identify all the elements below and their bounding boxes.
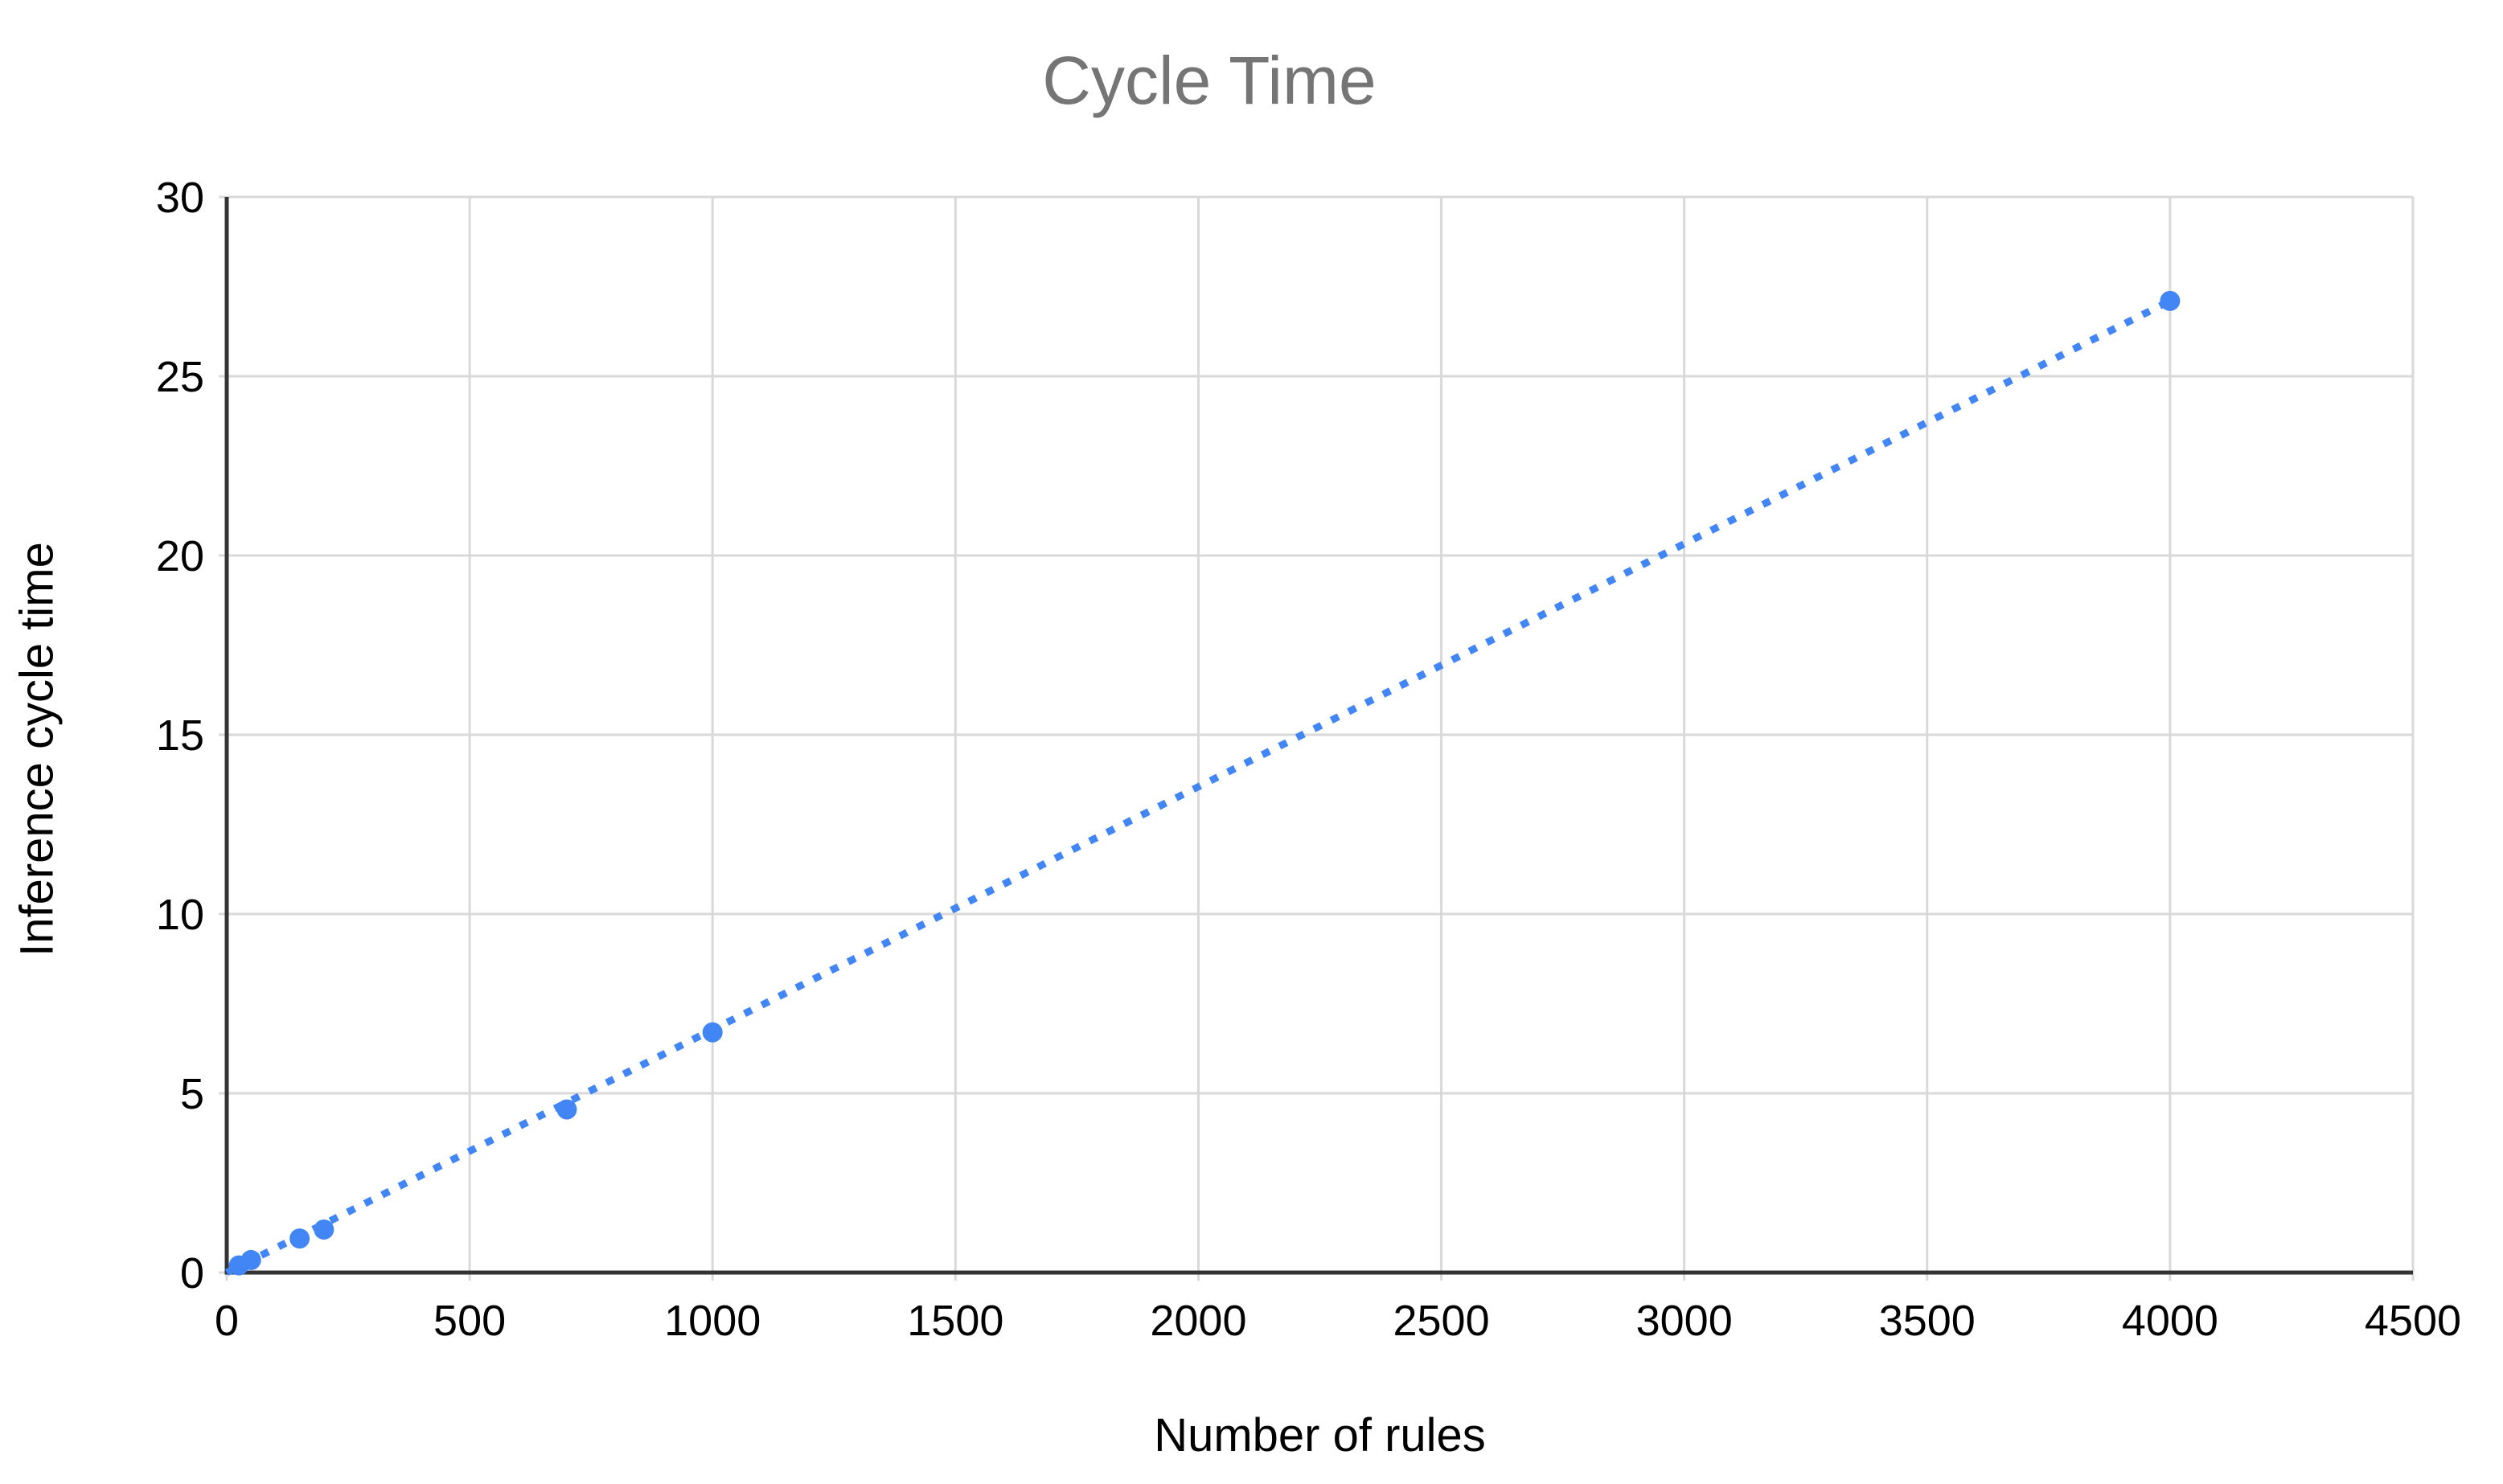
y-tick-label: 20	[156, 532, 204, 580]
data-point[interactable]	[702, 1022, 723, 1043]
x-tick-label: 2000	[1150, 1297, 1246, 1345]
x-tick-label: 1000	[664, 1297, 761, 1345]
data-point[interactable]	[240, 1249, 261, 1270]
x-tick-label: 3000	[1636, 1297, 1733, 1345]
data-point[interactable]	[556, 1099, 577, 1120]
x-tick-label: 2500	[1393, 1297, 1489, 1345]
x-tick-label: 3500	[1879, 1297, 1976, 1345]
y-tick-label: 0	[180, 1249, 204, 1297]
y-tick-label: 5	[180, 1070, 204, 1118]
data-point[interactable]	[2160, 290, 2181, 311]
y-tick-label: 15	[156, 711, 204, 760]
x-tick-label: 4000	[2122, 1297, 2218, 1345]
y-tick-label: 10	[156, 891, 204, 939]
x-tick-label: 500	[433, 1297, 506, 1345]
x-tick-label: 4500	[2365, 1297, 2461, 1345]
y-tick-label: 30	[156, 174, 204, 222]
data-point[interactable]	[289, 1228, 310, 1249]
y-axis-title: Inference cycle time	[10, 542, 64, 957]
chart-title: Cycle Time	[1042, 43, 1377, 118]
y-tick-label: 25	[156, 353, 204, 401]
data-point[interactable]	[314, 1219, 334, 1240]
x-axis-title: Number of rules	[1154, 1409, 1486, 1461]
x-tick-label: 0	[215, 1297, 239, 1345]
x-tick-label: 1500	[907, 1297, 1003, 1345]
trendline	[224, 297, 2172, 1277]
